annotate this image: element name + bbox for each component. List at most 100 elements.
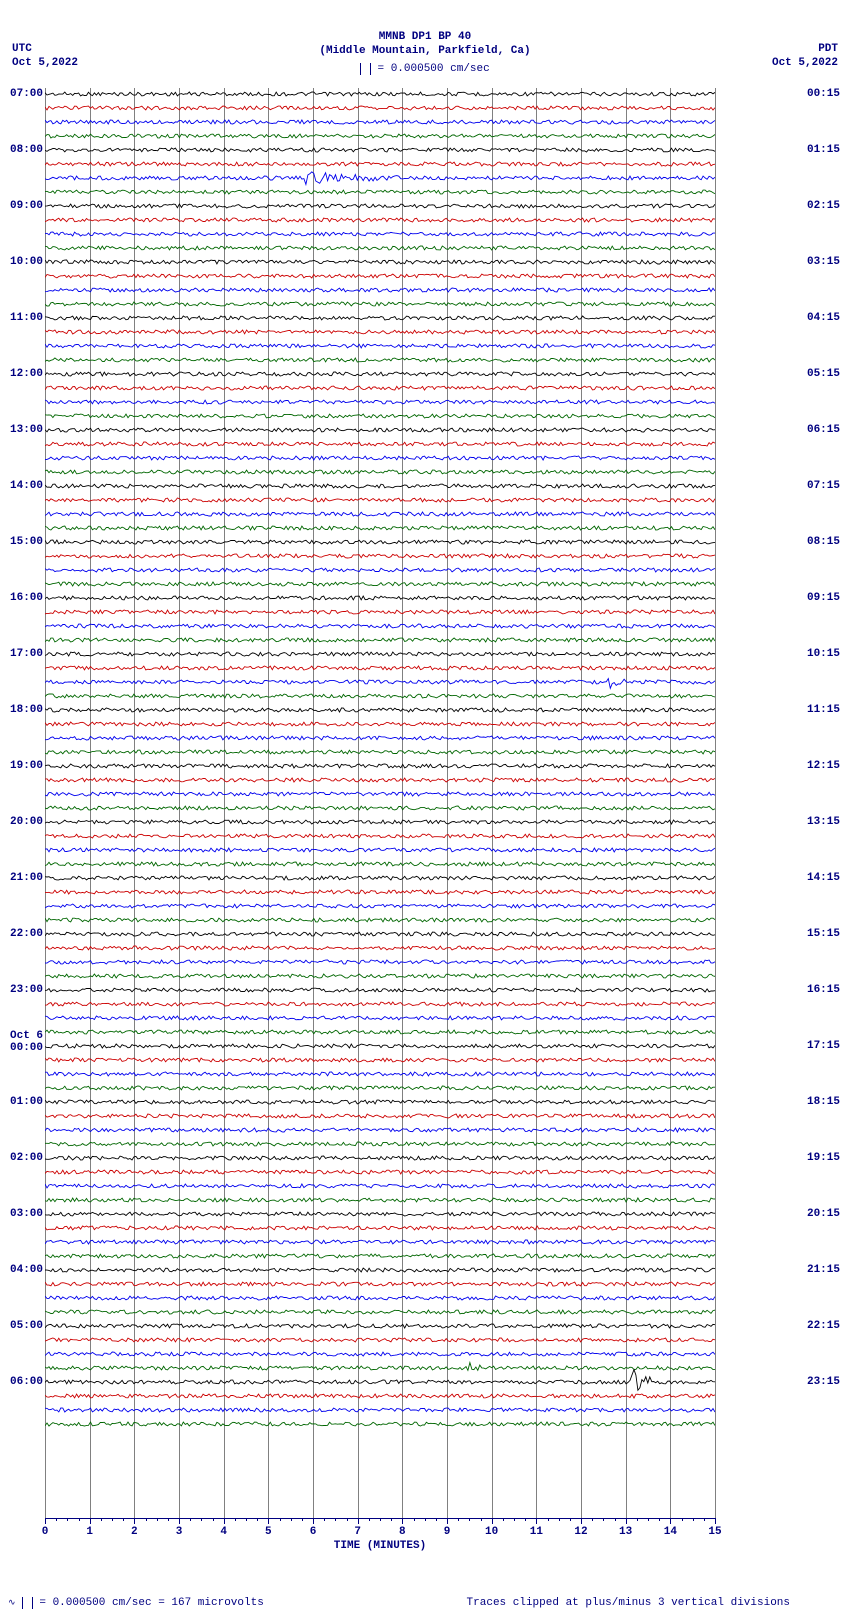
seismic-trace: [45, 890, 715, 894]
seismic-trace: [45, 106, 715, 110]
xaxis-minor-tick: [213, 1518, 214, 1521]
seismic-trace: [45, 1324, 715, 1328]
xaxis-tick: [536, 1518, 537, 1524]
seismic-trace: [45, 1240, 715, 1244]
seismic-trace: [45, 1352, 715, 1356]
seismogram-container: UTC Oct 5,2022 PDT Oct 5,2022 MMNB DP1 B…: [0, 0, 850, 1613]
xaxis-tick: [581, 1518, 582, 1524]
seismic-trace: [45, 120, 715, 124]
utc-time-label: 13:00: [10, 424, 43, 436]
local-time-label: 03:15: [807, 256, 840, 268]
seismic-trace: [45, 260, 715, 264]
xaxis-tick: [224, 1518, 225, 1524]
seismic-trace: [45, 134, 715, 138]
local-time-label: 00:15: [807, 88, 840, 100]
seismic-trace: [45, 679, 715, 689]
local-time-label: 10:15: [807, 648, 840, 660]
local-time-label: 06:15: [807, 424, 840, 436]
station-id: MMNB DP1 BP 40: [0, 30, 850, 44]
xaxis-tick-label: 4: [220, 1526, 227, 1538]
seismic-trace: [45, 1394, 715, 1398]
utc-time-label: 14:00: [10, 480, 43, 492]
local-time-label: 05:15: [807, 368, 840, 380]
utc-time-label: 06:00: [10, 1376, 43, 1388]
xaxis-tick-label: 5: [265, 1526, 272, 1538]
seismic-trace: [45, 918, 715, 922]
utc-time-label: 02:00: [10, 1152, 43, 1164]
seismic-trace: [45, 1072, 715, 1076]
xaxis-tick-label: 12: [574, 1526, 587, 1538]
local-time-label: 08:15: [807, 536, 840, 548]
seismic-trace: [45, 1044, 715, 1048]
footer-bar-icon: [22, 1597, 33, 1609]
seismic-trace: [45, 190, 715, 194]
xaxis-minor-tick: [280, 1518, 281, 1521]
xaxis-tick-label: 6: [310, 1526, 317, 1538]
seismic-trace: [45, 246, 715, 250]
xaxis-tick: [45, 1518, 46, 1524]
seismic-trace: [45, 386, 715, 390]
seismic-trace: [45, 204, 715, 208]
seismic-trace: [45, 1212, 715, 1216]
xaxis-minor-tick: [514, 1518, 515, 1521]
footer-right-text: Traces clipped at plus/minus 3 vertical …: [467, 1597, 790, 1609]
seismic-trace: [45, 806, 715, 810]
utc-time-label: 03:00: [10, 1208, 43, 1220]
local-time-label: 11:15: [807, 704, 840, 716]
xaxis-minor-tick: [503, 1518, 504, 1521]
utc-time-label: 12:00: [10, 368, 43, 380]
tz-left-name: UTC: [12, 42, 78, 56]
local-time-label: 19:15: [807, 1152, 840, 1164]
seismic-trace: [45, 1370, 715, 1391]
xaxis-minor-tick: [56, 1518, 57, 1521]
utc-time-label: 09:00: [10, 200, 43, 212]
xaxis-tick: [90, 1518, 91, 1524]
tz-right-block: PDT Oct 5,2022: [772, 42, 838, 71]
seismic-trace: [45, 316, 715, 320]
local-time-label: 02:15: [807, 200, 840, 212]
footer-left: ∿ = 0.000500 cm/sec = 167 microvolts: [8, 1597, 264, 1609]
xaxis-minor-tick: [146, 1518, 147, 1521]
xaxis-tick: [358, 1518, 359, 1524]
xaxis-minor-tick: [548, 1518, 549, 1521]
seismic-trace: [45, 172, 715, 185]
seismic-trace: [45, 1100, 715, 1104]
seismic-trace: [45, 470, 715, 474]
seismic-trace: [45, 708, 715, 712]
xaxis-title: TIME (MINUTES): [45, 1540, 715, 1552]
trace-svg: [45, 88, 715, 1518]
seismic-trace: [45, 582, 715, 586]
xaxis-minor-tick: [257, 1518, 258, 1521]
seismic-trace: [45, 1226, 715, 1230]
utc-date-marker: Oct 600:00: [10, 1030, 43, 1054]
xaxis-tick-label: 10: [485, 1526, 498, 1538]
local-time-label: 04:15: [807, 312, 840, 324]
local-time-label: 23:15: [807, 1376, 840, 1388]
xaxis-tick: [179, 1518, 180, 1524]
local-time-label: 18:15: [807, 1096, 840, 1108]
xaxis-tick: [670, 1518, 671, 1524]
utc-time-label: 17:00: [10, 648, 43, 660]
plot-area: [45, 88, 715, 1518]
grid-line: [715, 88, 716, 1518]
seismic-trace: [45, 428, 715, 432]
seismic-trace: [45, 932, 715, 936]
seismic-trace: [45, 372, 715, 376]
utc-time-label: 04:00: [10, 1264, 43, 1276]
seismic-trace: [45, 848, 715, 852]
local-time-label: 09:15: [807, 592, 840, 604]
xaxis-minor-tick: [67, 1518, 68, 1521]
seismic-trace: [45, 652, 715, 656]
seismic-trace: [45, 274, 715, 278]
xaxis-tick-label: 14: [664, 1526, 677, 1538]
seismic-trace: [45, 778, 715, 782]
xaxis-minor-tick: [302, 1518, 303, 1521]
xaxis-tick: [402, 1518, 403, 1524]
xaxis-minor-tick: [101, 1518, 102, 1521]
seismic-trace: [45, 750, 715, 754]
local-time-label: 20:15: [807, 1208, 840, 1220]
utc-time-label: 11:00: [10, 312, 43, 324]
xaxis-minor-tick: [525, 1518, 526, 1521]
seismic-trace: [45, 722, 715, 726]
scale-indicator: = 0.000500 cm/sec: [0, 63, 850, 75]
